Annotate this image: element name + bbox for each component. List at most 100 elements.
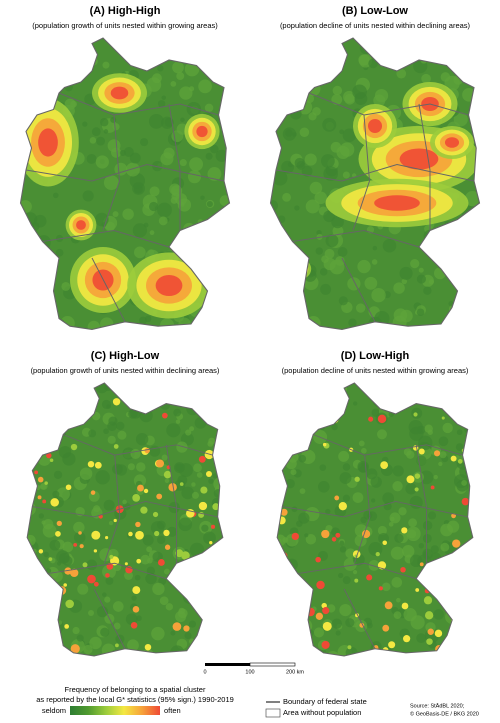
district xyxy=(299,488,306,495)
cluster-unit xyxy=(113,444,119,449)
district xyxy=(270,211,275,219)
map xyxy=(276,382,474,662)
district xyxy=(359,42,372,55)
district xyxy=(207,657,211,661)
cluster-unit xyxy=(277,516,286,525)
district xyxy=(405,483,417,495)
district xyxy=(364,43,377,55)
cluster-unit xyxy=(144,447,150,454)
district xyxy=(301,165,313,177)
country-fill xyxy=(27,383,223,656)
scale-label: 200 km xyxy=(286,669,304,675)
district xyxy=(270,130,276,141)
district xyxy=(304,153,317,166)
district xyxy=(374,88,389,103)
district xyxy=(180,117,185,123)
district xyxy=(202,276,209,283)
district xyxy=(103,499,115,511)
cluster-layer xyxy=(270,38,480,330)
district xyxy=(442,601,448,606)
district xyxy=(210,269,223,282)
district xyxy=(176,441,188,453)
cluster-unit xyxy=(132,586,141,595)
district xyxy=(338,296,348,306)
district xyxy=(96,136,106,146)
district xyxy=(208,640,216,648)
district xyxy=(194,417,207,429)
district xyxy=(303,406,311,414)
district xyxy=(217,251,229,263)
district xyxy=(433,609,444,620)
cluster-unit xyxy=(384,601,393,610)
district xyxy=(282,127,297,141)
cluster-unit xyxy=(73,542,78,547)
district xyxy=(182,653,188,656)
district xyxy=(29,579,38,588)
cluster-unit xyxy=(382,624,390,632)
district xyxy=(181,486,195,500)
district xyxy=(335,630,341,636)
district xyxy=(208,642,223,656)
district xyxy=(175,419,181,424)
district xyxy=(390,546,404,560)
district xyxy=(200,195,205,200)
district xyxy=(294,420,307,433)
district xyxy=(298,93,306,102)
district xyxy=(278,406,286,413)
district xyxy=(391,400,397,406)
cluster-unit xyxy=(87,460,95,468)
district xyxy=(439,56,446,64)
district xyxy=(130,448,141,459)
state-boundary xyxy=(25,163,225,182)
district xyxy=(72,626,80,635)
cluster-unit xyxy=(143,488,149,494)
district xyxy=(286,593,292,600)
district xyxy=(112,601,124,612)
district xyxy=(172,61,184,74)
district xyxy=(418,267,424,273)
district xyxy=(83,644,93,655)
district xyxy=(212,391,223,404)
district xyxy=(277,385,284,398)
district xyxy=(413,389,427,403)
cluster-unit xyxy=(91,530,101,540)
cluster-unit xyxy=(168,483,177,492)
cluster-unit xyxy=(18,546,26,554)
district xyxy=(87,320,101,330)
district xyxy=(37,99,46,109)
district xyxy=(347,277,361,291)
district xyxy=(119,387,126,395)
district xyxy=(319,464,327,471)
cluster-unit xyxy=(461,497,470,506)
district xyxy=(438,461,443,467)
district xyxy=(171,388,178,394)
district xyxy=(20,284,25,291)
district xyxy=(160,400,171,410)
cluster-unit xyxy=(452,539,461,548)
district xyxy=(278,440,285,447)
district xyxy=(440,235,450,245)
district xyxy=(88,610,95,617)
district xyxy=(457,604,467,614)
cluster-unit xyxy=(221,425,223,433)
district xyxy=(291,98,304,111)
state-boundary xyxy=(343,588,376,649)
district xyxy=(147,249,155,256)
panel-title: (D) Low-High xyxy=(341,350,410,362)
district xyxy=(454,656,460,662)
district xyxy=(43,551,49,558)
district xyxy=(35,593,43,601)
district xyxy=(277,602,281,615)
cluster-area xyxy=(367,118,383,134)
district xyxy=(272,267,280,275)
source-line: © GeoBasis-DE / BKG 2020 xyxy=(410,710,479,717)
district xyxy=(178,517,193,532)
district xyxy=(209,625,223,639)
district xyxy=(304,533,309,538)
cluster-unit xyxy=(130,621,138,629)
cluster-unit xyxy=(38,549,44,554)
cluster-unit xyxy=(48,557,53,561)
district xyxy=(468,563,473,577)
district xyxy=(323,166,339,181)
state-boundary xyxy=(352,114,371,231)
